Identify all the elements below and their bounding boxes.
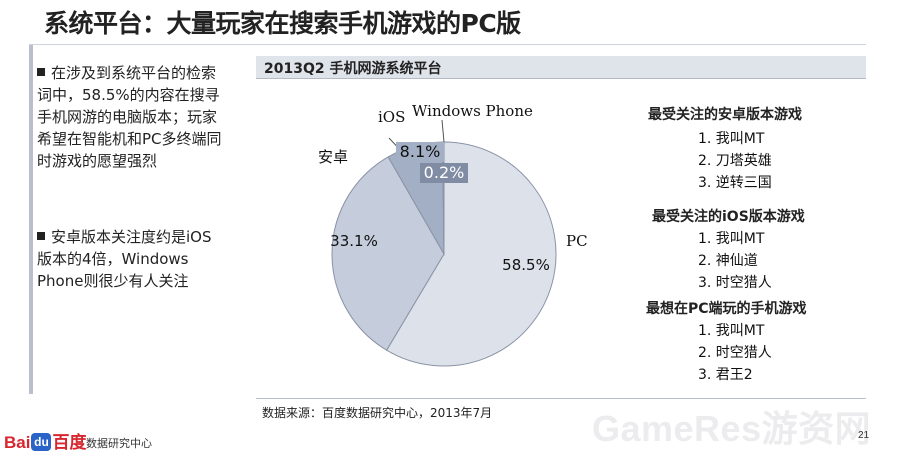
chart-header-text: 2013Q2 手机网游系统平台 — [264, 61, 442, 77]
slice-name-ios: iOS — [378, 108, 405, 126]
baidu-logo: Bai du 百度 — [4, 433, 87, 452]
ranking-pc-item-1: 1. 我叫MT — [698, 323, 765, 339]
bullet-1-text: 在涉及到系统平台的检索词中，58.5%的内容在搜寻手机网游的电脑版本；玩家希望在… — [37, 64, 222, 170]
value-label-ios: 8.1% — [400, 142, 441, 161]
bullet-1: 在涉及到系统平台的检索词中，58.5%的内容在搜寻手机网游的电脑版本；玩家希望在… — [37, 62, 222, 172]
left-accent-bar — [29, 44, 33, 394]
pie-slice-pc — [385, 141, 557, 367]
page-number: 21 — [858, 430, 870, 441]
rankings-panel: 最受关注的安卓版本游戏 1. 我叫MT 2. 刀塔英雄 3. 逆转三国 最受关注… — [640, 104, 860, 394]
ranking-ios-item-1: 1. 我叫MT — [698, 231, 765, 247]
ranking-title-android: 最受关注的安卓版本游戏 — [648, 107, 802, 123]
ranking-pc-item-2: 2. 时空猎人 — [698, 345, 772, 361]
data-source: 数据来源：百度数据研究中心，2013年7月 — [262, 406, 493, 420]
bullet-square-icon — [37, 68, 45, 76]
slice-name-android: 安卓 — [318, 148, 348, 166]
ranking-android-item-2: 2. 刀塔英雄 — [698, 153, 772, 169]
value-label-bg-windows-phone — [420, 163, 468, 183]
ranking-ios-item-3: 3. 时空猎人 — [698, 275, 772, 291]
title-divider — [29, 44, 866, 45]
chart-header: 2013Q2 手机网游系统平台 — [256, 56, 866, 79]
ranking-android-item-3: 3. 逆转三国 — [698, 175, 772, 191]
ranking-ios-item-2: 2. 神仙道 — [698, 253, 758, 269]
ranking-title-ios: 最受关注的iOS版本游戏 — [652, 209, 805, 225]
value-label-pc: 58.5% — [502, 256, 550, 274]
ranking-pc-item-3: 3. 君王2 — [698, 367, 753, 383]
pie-chart: 58.5% PC 33.1% 安卓 8.1% iOS 0.2% Windows Phone — [318, 102, 588, 367]
ranking-android-item-1: 1. 我叫MT — [698, 131, 765, 147]
paw-icon: du — [31, 433, 52, 451]
logo-subtitle: 数据研究中心 — [86, 437, 152, 450]
page-title: 系统平台：大量玩家在搜索手机游戏的PC版 — [44, 9, 521, 38]
source-divider — [256, 398, 866, 399]
value-label-android: 33.1% — [330, 232, 378, 250]
slice-name-pc: PC — [566, 232, 588, 250]
bullet-2-text: 安卓版本关注度约是iOS版本的4倍，Windows Phone则很少有人关注 — [37, 228, 212, 290]
leader-line-windows-phone — [441, 119, 445, 143]
pie-slice-android — [331, 156, 445, 351]
ranking-title-pc: 最想在PC端玩的手机游戏 — [646, 301, 807, 317]
watermark: GameRes游资网 — [592, 408, 872, 449]
bullet-2: 安卓版本关注度约是iOS版本的4倍，Windows Phone则很少有人关注 — [37, 226, 222, 292]
value-label-bg-ios — [396, 142, 444, 162]
slice-name-windows-phone: Windows Phone — [412, 102, 533, 120]
value-label-windows-phone: 0.2% — [424, 163, 465, 182]
bullet-square-icon — [37, 232, 45, 240]
